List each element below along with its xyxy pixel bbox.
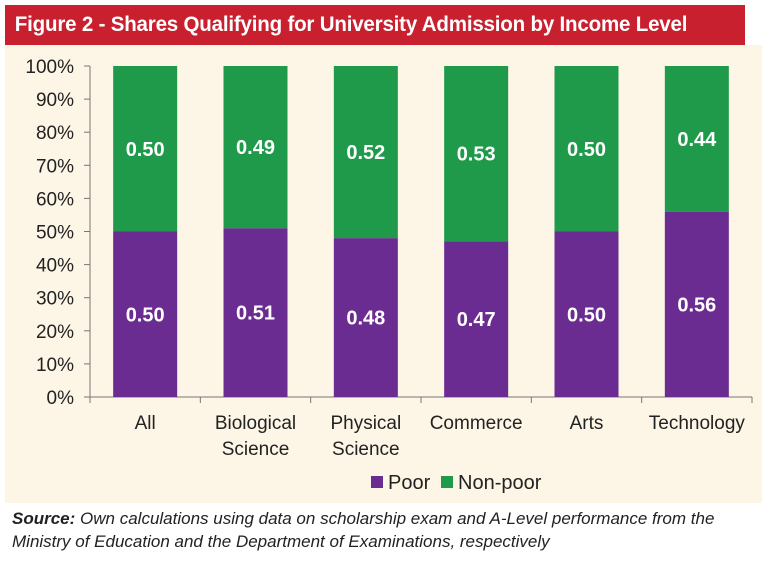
y-tick-label: 60% <box>36 189 74 210</box>
data-label-poor: 0.47 <box>457 309 496 331</box>
y-tick-label: 40% <box>36 256 74 277</box>
bar-poor <box>113 231 178 397</box>
y-tick-label: 80% <box>36 123 74 144</box>
data-label-poor: 0.51 <box>236 303 275 325</box>
y-tick-label: 0% <box>47 388 75 409</box>
bar-nonpoor <box>333 66 398 239</box>
y-tick-label: 30% <box>36 289 74 310</box>
x-category-label: Commerce <box>430 413 523 434</box>
figure-title: Figure 2 - Shares Qualifying for Univers… <box>5 5 745 45</box>
bar-nonpoor <box>113 66 178 232</box>
bar-nonpoor <box>554 66 619 232</box>
legend-swatch-poor <box>371 476 383 488</box>
bar-nonpoor <box>664 66 729 212</box>
bar-poor <box>223 228 288 397</box>
data-label-poor: 0.50 <box>567 304 606 326</box>
x-category-label: Science <box>222 439 290 460</box>
bar-nonpoor <box>444 66 509 242</box>
x-category-label: All <box>135 413 156 434</box>
y-tick-label: 10% <box>36 355 74 376</box>
data-label-poor: 0.56 <box>677 294 716 316</box>
data-label-poor: 0.50 <box>126 304 165 326</box>
x-category-label: Arts <box>570 413 604 434</box>
bar-poor <box>664 211 729 397</box>
x-category-label: Technology <box>649 413 746 434</box>
y-tick-label: 90% <box>36 90 74 111</box>
y-tick-label: 70% <box>36 156 74 177</box>
data-label-nonpoor: 0.53 <box>457 144 496 166</box>
data-label-nonpoor: 0.52 <box>346 142 385 164</box>
bar-poor <box>333 238 398 397</box>
data-label-nonpoor: 0.50 <box>567 139 606 161</box>
legend-label-nonpoor: Non-poor <box>458 472 542 494</box>
stacked-bar-chart: 0% 10% 20% 30% 40% 50% 60% 70% 80% 90% 100% 0.50 0.5… <box>25 57 753 494</box>
data-label-nonpoor: 0.49 <box>236 137 275 159</box>
x-category-label: Biological <box>215 413 296 434</box>
y-tick-label: 50% <box>36 223 74 244</box>
legend-label-poor: Poor <box>388 472 431 494</box>
source-label: Source: <box>12 509 76 528</box>
y-tick-label: 100% <box>25 57 74 78</box>
y-tick-label: 20% <box>36 322 74 343</box>
bar-nonpoor <box>223 66 288 229</box>
data-label-nonpoor: 0.44 <box>677 129 717 151</box>
legend-swatch-nonpoor <box>441 476 453 488</box>
x-category-label: Science <box>332 439 400 460</box>
data-label-poor: 0.48 <box>346 308 385 330</box>
x-category-label: Physical <box>330 413 401 434</box>
bar-poor <box>444 241 509 397</box>
source-text: Own calculations using data on scholarsh… <box>12 509 715 551</box>
source-note: Source: Own calculations using data on s… <box>12 507 762 553</box>
bar-poor <box>554 231 619 397</box>
data-label-nonpoor: 0.50 <box>126 139 165 161</box>
